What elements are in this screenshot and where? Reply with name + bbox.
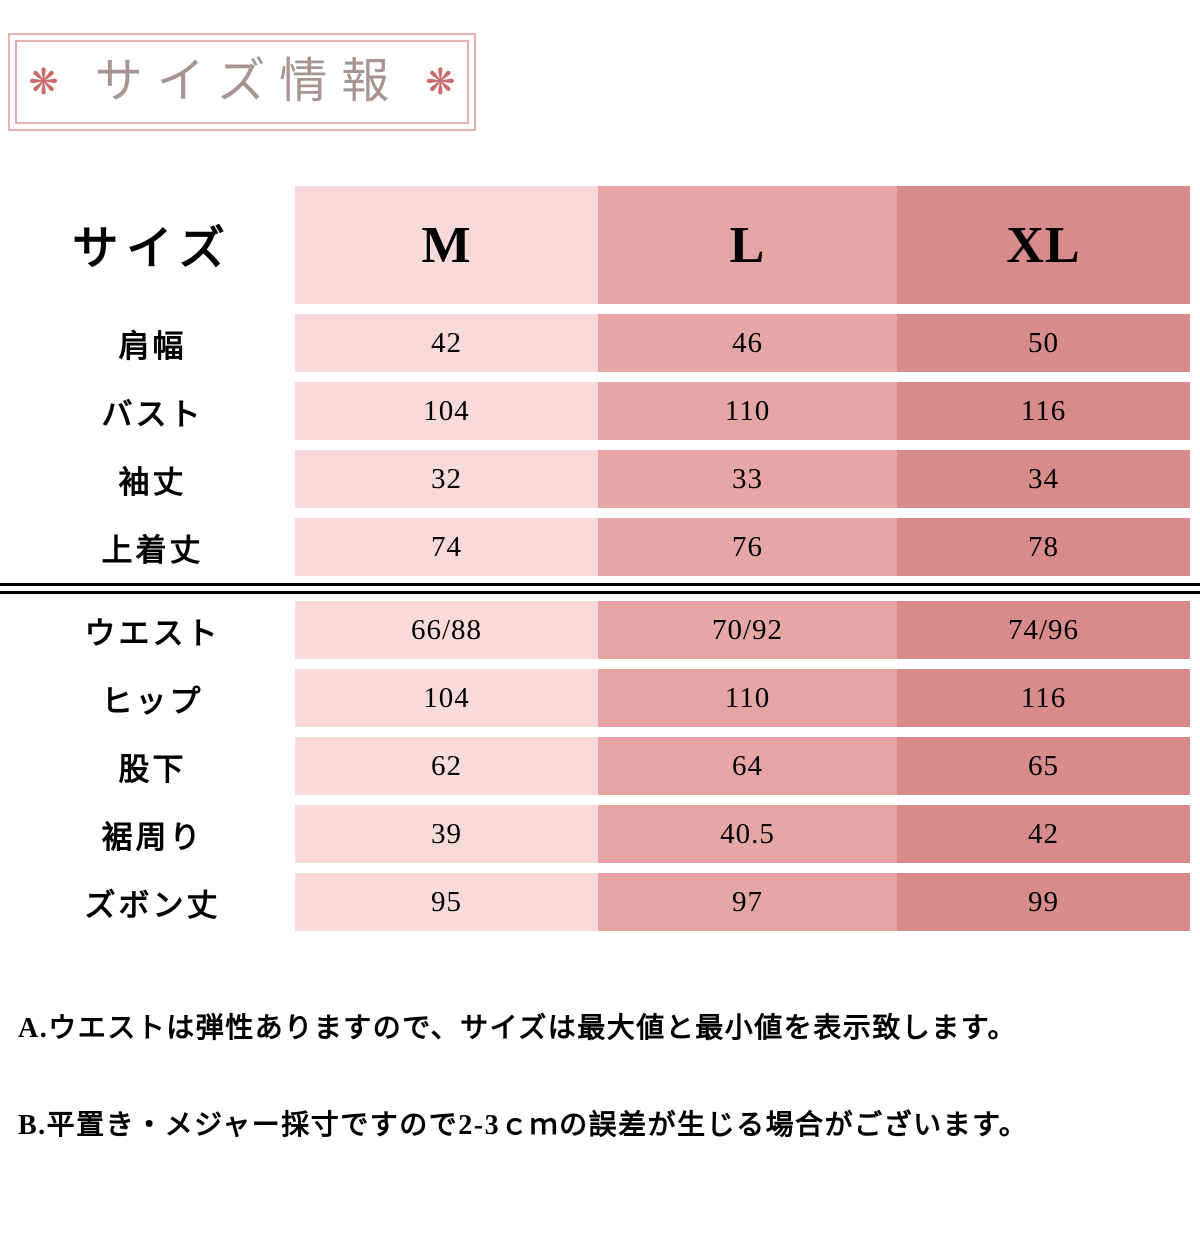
- cell-m: 95: [295, 873, 598, 931]
- cell-m: 32: [295, 450, 598, 508]
- cell-l: 110: [598, 382, 897, 440]
- cell-l: 76: [598, 518, 897, 576]
- header-size-label: サイズ: [10, 186, 295, 304]
- note-a: A.ウエストは弾性ありますので、サイズは最大値と最小値を表示致します。: [18, 1013, 1017, 1044]
- row-label: 裾周り: [10, 805, 295, 863]
- row-label: 肩幅: [10, 314, 295, 372]
- cell-l: 33: [598, 450, 897, 508]
- row-label: バスト: [10, 382, 295, 440]
- table-row-hip: ヒップ 104 110 116: [10, 669, 1190, 727]
- size-info-page: ❋ サイズ情報 ❋ サイズ M L XL 肩幅 42 46 50 バスト 104…: [0, 33, 1200, 1145]
- size-table: サイズ M L XL 肩幅 42 46 50 バスト 104 110 116 袖…: [0, 186, 1200, 931]
- cell-l: 110: [598, 669, 897, 727]
- cell-l: 97: [598, 873, 897, 931]
- table-row-bust: バスト 104 110 116: [10, 382, 1190, 440]
- cell-m: 66/88: [295, 601, 598, 659]
- table-row-inseam: 股下 62 64 65: [10, 737, 1190, 795]
- notes-section: A.ウエストは弾性ありますので、サイズは最大値と最小値を表示致します。 B.平置…: [18, 1009, 1186, 1145]
- cell-m: 39: [295, 805, 598, 863]
- table-row-pants-length: ズボン丈 95 97 99: [10, 873, 1190, 931]
- title-banner-inner: ❋ サイズ情報 ❋: [15, 40, 469, 124]
- note-b: B.平置き・メジャー採寸ですので2-3ｃｍの誤差が生じる場合がございます。: [18, 1110, 1029, 1142]
- row-label: ウエスト: [10, 601, 295, 659]
- title-banner: ❋ サイズ情報 ❋: [8, 33, 476, 131]
- row-label: 上着丈: [10, 518, 295, 576]
- flower-icon-left: ❋: [28, 62, 59, 102]
- cell-m: 42: [295, 314, 598, 372]
- cell-m: 62: [295, 737, 598, 795]
- table-row-waist: ウエスト 66/88 70/92 74/96: [10, 601, 1190, 659]
- row-label: ズボン丈: [10, 873, 295, 931]
- cell-l: 46: [598, 314, 897, 372]
- cell-xl: 116: [897, 382, 1190, 440]
- table-row-jacket-length: 上着丈 74 76 78: [10, 518, 1190, 576]
- cell-xl: 50: [897, 314, 1190, 372]
- table-row-shoulder: 肩幅 42 46 50: [10, 314, 1190, 372]
- cell-m: 104: [295, 669, 598, 727]
- table-section-divider: [0, 583, 1200, 594]
- header-col-m: M: [295, 186, 598, 304]
- page-title: サイズ情報: [94, 55, 404, 108]
- cell-xl: 42: [897, 805, 1190, 863]
- cell-m: 74: [295, 518, 598, 576]
- flower-icon-right: ❋: [425, 62, 456, 102]
- table-header-row: サイズ M L XL: [10, 186, 1190, 304]
- cell-xl: 65: [897, 737, 1190, 795]
- cell-l: 40.5: [598, 805, 897, 863]
- cell-xl: 99: [897, 873, 1190, 931]
- cell-m: 104: [295, 382, 598, 440]
- row-label: 袖丈: [10, 450, 295, 508]
- cell-l: 70/92: [598, 601, 897, 659]
- cell-xl: 74/96: [897, 601, 1190, 659]
- table-row-sleeve: 袖丈 32 33 34: [10, 450, 1190, 508]
- row-label: ヒップ: [10, 669, 295, 727]
- header-col-l: L: [598, 186, 897, 304]
- table-row-hem: 裾周り 39 40.5 42: [10, 805, 1190, 863]
- cell-xl: 34: [897, 450, 1190, 508]
- cell-l: 64: [598, 737, 897, 795]
- row-label: 股下: [10, 737, 295, 795]
- header-col-xl: XL: [897, 186, 1190, 304]
- cell-xl: 78: [897, 518, 1190, 576]
- cell-xl: 116: [897, 669, 1190, 727]
